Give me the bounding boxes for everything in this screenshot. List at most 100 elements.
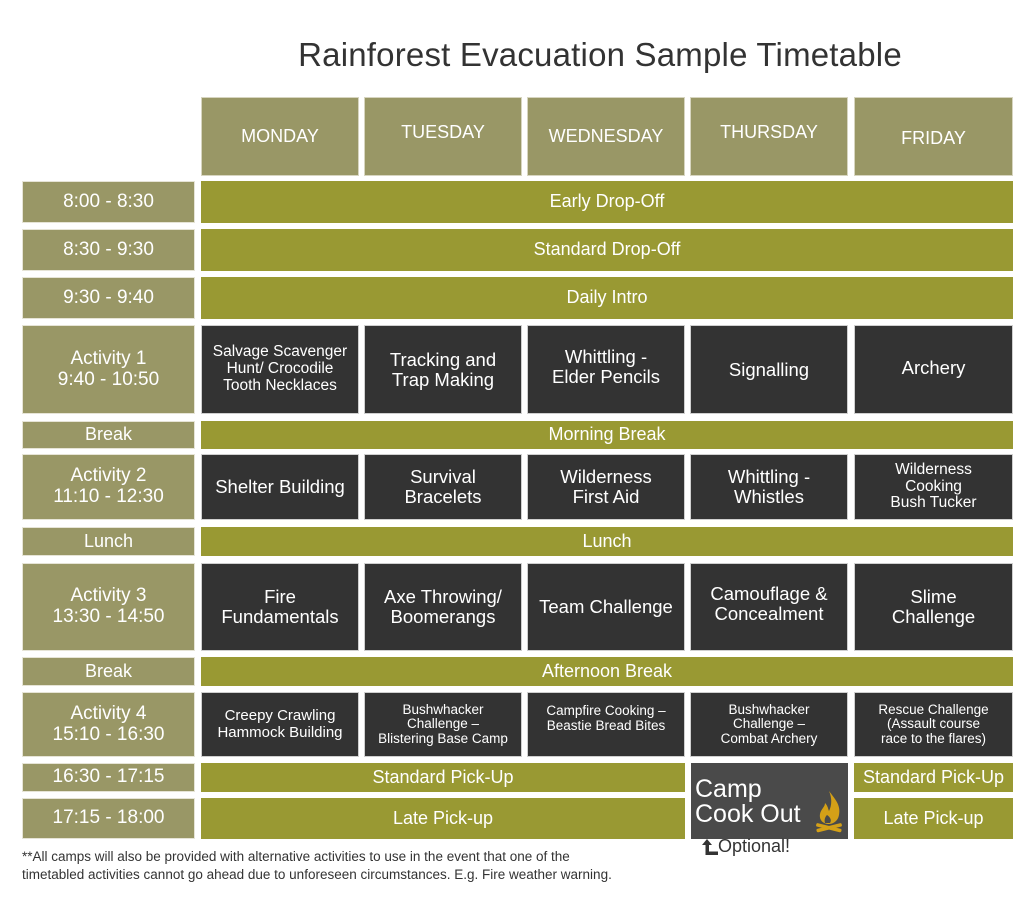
activity-1-tuesday: Tracking and Trap Making bbox=[364, 325, 522, 414]
activity-2-wednesday: Wilderness First Aid bbox=[527, 454, 685, 520]
activity-line: Bushwhacker bbox=[402, 701, 484, 717]
activity-line: Hammock Building bbox=[217, 723, 343, 741]
activity-line: First Aid bbox=[572, 486, 640, 507]
activity-3-monday: Fire Fundamentals bbox=[201, 563, 359, 651]
activity-line: Wilderness bbox=[895, 460, 972, 478]
activity-4-tuesday: Bushwhacker Challenge – Blistering Base … bbox=[364, 692, 522, 757]
activity-3-thursday: Camouflage & Concealment bbox=[690, 563, 848, 651]
activity-line: Blistering Base Camp bbox=[378, 730, 508, 746]
activity-2-label: Activity 2 bbox=[70, 465, 147, 487]
activity-line: Bracelets bbox=[404, 486, 482, 507]
activity-line: Cooking bbox=[905, 477, 962, 495]
activity-4-thursday: Bushwhacker Challenge – Combat Archery bbox=[690, 692, 848, 757]
time-slot-activity-3: Activity 3 13:30 - 14:50 bbox=[22, 563, 195, 651]
day-header-monday: MONDAY bbox=[201, 97, 359, 176]
activity-line: Whittling - bbox=[564, 345, 648, 367]
activity-3-wednesday: Team Challenge bbox=[527, 563, 685, 651]
activity-line: Salvage Scavenger bbox=[212, 343, 348, 361]
cook-out-line-2: Cook Out bbox=[695, 800, 801, 828]
activity-line: Beastie Bread Bites bbox=[546, 717, 666, 733]
activity-3-label: Activity 3 bbox=[70, 585, 147, 607]
footnote-line-2: timetabled activities cannot go ahead du… bbox=[22, 867, 612, 883]
day-header-thursday: THURSDAY bbox=[690, 97, 848, 176]
activity-line: Tooth Necklaces bbox=[223, 376, 337, 394]
time-slot-activity-2: Activity 2 11:10 - 12:30 bbox=[22, 454, 195, 520]
activity-4-label: Activity 4 bbox=[70, 702, 147, 724]
arrow-up-icon bbox=[702, 839, 718, 855]
time-slot-intro: 9:30 - 9:40 bbox=[22, 277, 195, 319]
page-title: Rainforest Evacuation Sample Timetable bbox=[298, 36, 902, 73]
time-slot-activity-1: Activity 1 9:40 - 10:50 bbox=[22, 325, 195, 414]
activity-line: Challenge – bbox=[732, 716, 806, 732]
campfire-icon bbox=[816, 791, 842, 833]
activity-3-time: 13:30 - 14:50 bbox=[52, 606, 165, 627]
activity-line: Slime bbox=[910, 586, 957, 608]
activity-2-friday: Wilderness Cooking Bush Tucker bbox=[854, 454, 1013, 520]
activity-line: Survival bbox=[410, 466, 476, 488]
activity-3-tuesday: Axe Throwing/ Boomerangs bbox=[364, 563, 522, 651]
time-slot-standard-drop: 8:30 - 9:30 bbox=[22, 229, 195, 271]
activity-line: Whittling - bbox=[727, 466, 811, 488]
activity-2-tuesday: Survival Bracelets bbox=[364, 454, 522, 520]
activity-1-monday: Salvage Scavenger Hunt/ Crocodile Tooth … bbox=[201, 325, 359, 414]
activity-line: Trap Making bbox=[391, 368, 495, 390]
activity-line: Hunt/ Crocodile bbox=[226, 360, 334, 378]
span-standard-pick-up: Standard Pick-Up bbox=[201, 763, 685, 792]
activity-line: Wilderness bbox=[560, 466, 652, 488]
activity-line: Challenge bbox=[891, 606, 976, 627]
footnote: **All camps will also be provided with a… bbox=[22, 848, 612, 884]
activity-line: Rescue Challenge bbox=[878, 701, 989, 717]
activity-line: (Assault course bbox=[886, 716, 981, 732]
friday-standard-pick-up: Standard Pick-Up bbox=[854, 763, 1013, 792]
span-morning-break: Morning Break bbox=[201, 421, 1013, 449]
activity-line: Elder Pencils bbox=[552, 365, 660, 387]
footnote-line-1: **All camps will also be provided with a… bbox=[22, 849, 570, 864]
activity-line: Bush Tucker bbox=[890, 494, 977, 512]
cook-out-line-1: Camp bbox=[695, 775, 762, 803]
span-early-drop-off: Early Drop-Off bbox=[201, 181, 1013, 223]
optional-note: Optional! bbox=[718, 836, 791, 856]
time-slot-activity-4: Activity 4 15:10 - 16:30 bbox=[22, 692, 195, 757]
activity-1-friday: Archery bbox=[854, 325, 1013, 414]
activity-line: Tracking and bbox=[389, 348, 497, 370]
friday-late-pick-up: Late Pick-up bbox=[854, 798, 1013, 839]
activity-line: race to the flares) bbox=[880, 730, 987, 746]
activity-4-time: 15:10 - 16:30 bbox=[52, 723, 165, 745]
activity-1-time: 9:40 - 10:50 bbox=[57, 368, 160, 390]
activity-1-wednesday: Whittling - Elder Pencils bbox=[527, 325, 685, 414]
span-afternoon-break: Afternoon Break bbox=[201, 657, 1013, 686]
activity-4-monday: Creepy Crawling Hammock Building bbox=[201, 692, 359, 757]
span-daily-intro: Daily Intro bbox=[201, 277, 1013, 319]
activity-line: Fundamentals bbox=[221, 606, 339, 627]
activity-2-time: 11:10 - 12:30 bbox=[53, 486, 164, 507]
activity-line: Fire bbox=[264, 586, 296, 608]
day-header-wednesday: WEDNESDAY bbox=[527, 97, 685, 176]
activity-line: Creepy Crawling bbox=[224, 707, 336, 725]
activity-line: Boomerangs bbox=[390, 606, 496, 627]
activity-line: Whistles bbox=[734, 486, 804, 507]
activity-line: Bushwhacker bbox=[728, 701, 810, 717]
activity-2-thursday: Whittling - Whistles bbox=[690, 454, 848, 520]
activity-2-monday: Shelter Building bbox=[201, 454, 359, 520]
activity-4-friday: Rescue Challenge (Assault course race to… bbox=[854, 692, 1013, 757]
activity-line: Campfire Cooking – bbox=[546, 702, 666, 718]
activity-line: Challenge – bbox=[406, 716, 480, 732]
day-header-tuesday: TUESDAY bbox=[364, 97, 522, 176]
activity-line: Combat Archery bbox=[720, 730, 818, 746]
time-slot-break-1: Break bbox=[22, 421, 195, 449]
activity-line: Concealment bbox=[714, 603, 824, 624]
time-slot-pickup: 16:30 - 17:15 bbox=[22, 763, 195, 792]
activity-line: Axe Throwing/ bbox=[384, 586, 502, 608]
time-slot-late-pickup: 17:15 - 18:00 bbox=[22, 798, 195, 839]
time-slot-lunch: Lunch bbox=[22, 527, 195, 556]
span-lunch: Lunch bbox=[201, 527, 1013, 556]
day-header-friday: FRIDAY bbox=[854, 97, 1013, 176]
span-late-pick-up: Late Pick-up bbox=[201, 798, 685, 839]
activity-4-wednesday: Campfire Cooking – Beastie Bread Bites bbox=[527, 692, 685, 757]
span-standard-drop-off: Standard Drop-Off bbox=[201, 229, 1013, 271]
time-slot-break-2: Break bbox=[22, 657, 195, 686]
activity-1-label: Activity 1 bbox=[70, 347, 147, 369]
activity-3-friday: Slime Challenge bbox=[854, 563, 1013, 651]
time-slot-early: 8:00 - 8:30 bbox=[22, 181, 195, 223]
activity-line: Camouflage & bbox=[710, 583, 828, 605]
